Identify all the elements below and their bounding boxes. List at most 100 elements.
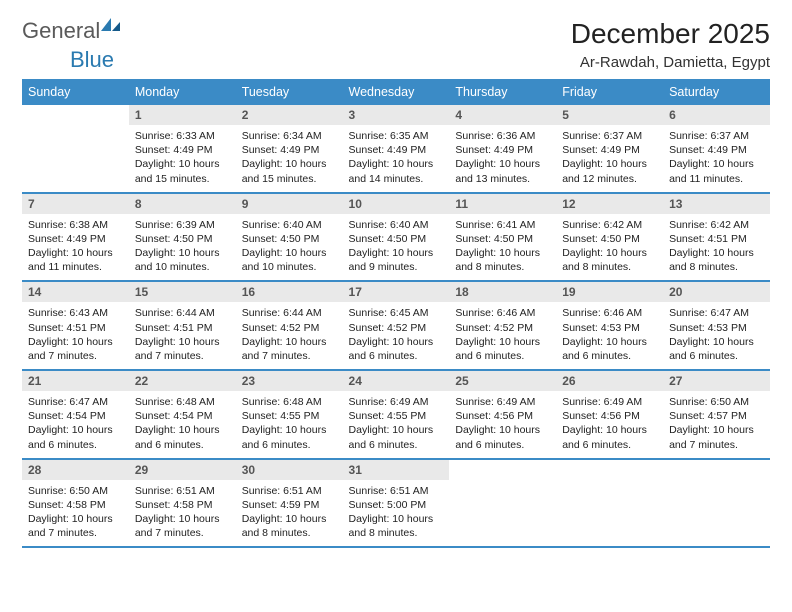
- day-number: 7: [22, 194, 129, 214]
- day-details: Sunrise: 6:49 AMSunset: 4:55 PMDaylight:…: [343, 391, 450, 458]
- day-details: Sunrise: 6:49 AMSunset: 4:56 PMDaylight:…: [449, 391, 556, 458]
- day-number: 31: [343, 460, 450, 480]
- week-row: 28Sunrise: 6:50 AMSunset: 4:58 PMDayligh…: [22, 459, 770, 548]
- day-number: 8: [129, 194, 236, 214]
- day-number: 28: [22, 460, 129, 480]
- day-cell: 31Sunrise: 6:51 AMSunset: 5:00 PMDayligh…: [343, 459, 450, 548]
- day-number: 16: [236, 282, 343, 302]
- day-details: Sunrise: 6:44 AMSunset: 4:52 PMDaylight:…: [236, 302, 343, 369]
- day-cell: 11Sunrise: 6:41 AMSunset: 4:50 PMDayligh…: [449, 193, 556, 282]
- day-cell: [22, 105, 129, 193]
- day-details: Sunrise: 6:44 AMSunset: 4:51 PMDaylight:…: [129, 302, 236, 369]
- dayhead-fri: Friday: [556, 79, 663, 105]
- day-details: Sunrise: 6:38 AMSunset: 4:49 PMDaylight:…: [22, 214, 129, 281]
- day-number: 30: [236, 460, 343, 480]
- day-number: 6: [663, 105, 770, 125]
- day-number: 3: [343, 105, 450, 125]
- day-details: Sunrise: 6:49 AMSunset: 4:56 PMDaylight:…: [556, 391, 663, 458]
- day-cell: [663, 459, 770, 548]
- day-number: 15: [129, 282, 236, 302]
- calendar-table: Sunday Monday Tuesday Wednesday Thursday…: [22, 79, 770, 548]
- day-number: 25: [449, 371, 556, 391]
- day-number: 22: [129, 371, 236, 391]
- day-number: 27: [663, 371, 770, 391]
- logo-text-blue: Blue: [70, 47, 114, 72]
- day-details: Sunrise: 6:33 AMSunset: 4:49 PMDaylight:…: [129, 125, 236, 192]
- day-details: Sunrise: 6:47 AMSunset: 4:54 PMDaylight:…: [22, 391, 129, 458]
- day-cell: 16Sunrise: 6:44 AMSunset: 4:52 PMDayligh…: [236, 281, 343, 370]
- calendar-page: General December 2025 Ar-Rawdah, Damiett…: [0, 0, 792, 566]
- day-cell: 13Sunrise: 6:42 AMSunset: 4:51 PMDayligh…: [663, 193, 770, 282]
- day-number: 19: [556, 282, 663, 302]
- day-cell: 28Sunrise: 6:50 AMSunset: 4:58 PMDayligh…: [22, 459, 129, 548]
- day-cell: 23Sunrise: 6:48 AMSunset: 4:55 PMDayligh…: [236, 370, 343, 459]
- day-details: Sunrise: 6:51 AMSunset: 4:58 PMDaylight:…: [129, 480, 236, 547]
- day-number: 9: [236, 194, 343, 214]
- dayhead-sun: Sunday: [22, 79, 129, 105]
- day-cell: 14Sunrise: 6:43 AMSunset: 4:51 PMDayligh…: [22, 281, 129, 370]
- day-cell: 27Sunrise: 6:50 AMSunset: 4:57 PMDayligh…: [663, 370, 770, 459]
- day-cell: [556, 459, 663, 548]
- day-details: Sunrise: 6:35 AMSunset: 4:49 PMDaylight:…: [343, 125, 450, 192]
- day-number: 5: [556, 105, 663, 125]
- day-number: 13: [663, 194, 770, 214]
- day-details: Sunrise: 6:48 AMSunset: 4:55 PMDaylight:…: [236, 391, 343, 458]
- week-row: 14Sunrise: 6:43 AMSunset: 4:51 PMDayligh…: [22, 281, 770, 370]
- day-cell: 9Sunrise: 6:40 AMSunset: 4:50 PMDaylight…: [236, 193, 343, 282]
- day-details: Sunrise: 6:50 AMSunset: 4:58 PMDaylight:…: [22, 480, 129, 547]
- day-details: Sunrise: 6:36 AMSunset: 4:49 PMDaylight:…: [449, 125, 556, 192]
- day-header-row: Sunday Monday Tuesday Wednesday Thursday…: [22, 79, 770, 105]
- day-cell: 12Sunrise: 6:42 AMSunset: 4:50 PMDayligh…: [556, 193, 663, 282]
- day-details: Sunrise: 6:43 AMSunset: 4:51 PMDaylight:…: [22, 302, 129, 369]
- day-cell: 8Sunrise: 6:39 AMSunset: 4:50 PMDaylight…: [129, 193, 236, 282]
- day-number: 23: [236, 371, 343, 391]
- day-details: Sunrise: 6:34 AMSunset: 4:49 PMDaylight:…: [236, 125, 343, 192]
- day-cell: 29Sunrise: 6:51 AMSunset: 4:58 PMDayligh…: [129, 459, 236, 548]
- day-cell: 10Sunrise: 6:40 AMSunset: 4:50 PMDayligh…: [343, 193, 450, 282]
- day-details: Sunrise: 6:51 AMSunset: 4:59 PMDaylight:…: [236, 480, 343, 547]
- day-cell: 26Sunrise: 6:49 AMSunset: 4:56 PMDayligh…: [556, 370, 663, 459]
- day-details: Sunrise: 6:48 AMSunset: 4:54 PMDaylight:…: [129, 391, 236, 458]
- day-cell: 17Sunrise: 6:45 AMSunset: 4:52 PMDayligh…: [343, 281, 450, 370]
- day-cell: 3Sunrise: 6:35 AMSunset: 4:49 PMDaylight…: [343, 105, 450, 193]
- day-details: Sunrise: 6:46 AMSunset: 4:53 PMDaylight:…: [556, 302, 663, 369]
- logo-blue-wrap: Blue: [22, 47, 770, 73]
- day-cell: 4Sunrise: 6:36 AMSunset: 4:49 PMDaylight…: [449, 105, 556, 193]
- day-details: Sunrise: 6:37 AMSunset: 4:49 PMDaylight:…: [663, 125, 770, 192]
- day-number: 21: [22, 371, 129, 391]
- day-number: 11: [449, 194, 556, 214]
- day-cell: 22Sunrise: 6:48 AMSunset: 4:54 PMDayligh…: [129, 370, 236, 459]
- calendar-body: 1Sunrise: 6:33 AMSunset: 4:49 PMDaylight…: [22, 105, 770, 547]
- logo: General: [22, 18, 124, 44]
- day-details: Sunrise: 6:40 AMSunset: 4:50 PMDaylight:…: [343, 214, 450, 281]
- week-row: 7Sunrise: 6:38 AMSunset: 4:49 PMDaylight…: [22, 193, 770, 282]
- day-number: 24: [343, 371, 450, 391]
- day-number: 12: [556, 194, 663, 214]
- day-cell: 24Sunrise: 6:49 AMSunset: 4:55 PMDayligh…: [343, 370, 450, 459]
- day-number: 29: [129, 460, 236, 480]
- dayhead-mon: Monday: [129, 79, 236, 105]
- day-number: 14: [22, 282, 129, 302]
- day-cell: 5Sunrise: 6:37 AMSunset: 4:49 PMDaylight…: [556, 105, 663, 193]
- dayhead-tue: Tuesday: [236, 79, 343, 105]
- day-number: 2: [236, 105, 343, 125]
- day-number: 10: [343, 194, 450, 214]
- day-number: 20: [663, 282, 770, 302]
- day-cell: 2Sunrise: 6:34 AMSunset: 4:49 PMDaylight…: [236, 105, 343, 193]
- week-row: 1Sunrise: 6:33 AMSunset: 4:49 PMDaylight…: [22, 105, 770, 193]
- day-cell: 19Sunrise: 6:46 AMSunset: 4:53 PMDayligh…: [556, 281, 663, 370]
- logo-sail-icon: [100, 16, 122, 34]
- day-details: Sunrise: 6:41 AMSunset: 4:50 PMDaylight:…: [449, 214, 556, 281]
- day-cell: 21Sunrise: 6:47 AMSunset: 4:54 PMDayligh…: [22, 370, 129, 459]
- day-details: Sunrise: 6:45 AMSunset: 4:52 PMDaylight:…: [343, 302, 450, 369]
- dayhead-sat: Saturday: [663, 79, 770, 105]
- dayhead-thu: Thursday: [449, 79, 556, 105]
- week-row: 21Sunrise: 6:47 AMSunset: 4:54 PMDayligh…: [22, 370, 770, 459]
- day-number: 26: [556, 371, 663, 391]
- day-cell: 7Sunrise: 6:38 AMSunset: 4:49 PMDaylight…: [22, 193, 129, 282]
- day-details: Sunrise: 6:51 AMSunset: 5:00 PMDaylight:…: [343, 480, 450, 547]
- day-details: Sunrise: 6:39 AMSunset: 4:50 PMDaylight:…: [129, 214, 236, 281]
- day-details: Sunrise: 6:40 AMSunset: 4:50 PMDaylight:…: [236, 214, 343, 281]
- day-cell: [449, 459, 556, 548]
- logo-text-general: General: [22, 18, 100, 44]
